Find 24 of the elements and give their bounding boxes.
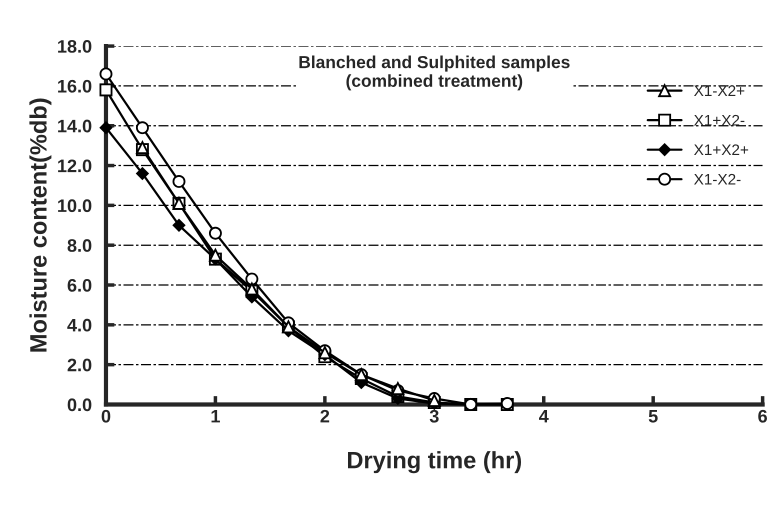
y-tick-label: 14.0 xyxy=(58,120,92,132)
x-tick-label: 5 xyxy=(648,410,658,423)
text: Blanched and Sulphited samples (combined treatment) xyxy=(299,55,570,90)
x-tick-label: 0 xyxy=(102,410,110,423)
x-axis-title: Drying time (hr) xyxy=(348,451,522,474)
y-tick-label: 10.0 xyxy=(58,199,92,212)
y-tick-label: 0.0 xyxy=(68,398,92,412)
legend-label: X1-X2+ xyxy=(694,85,744,96)
legend-label: X1-X2- xyxy=(694,174,741,185)
legend-label: X1+X2+ xyxy=(694,144,748,156)
y-tick-label: 2.0 xyxy=(68,358,92,372)
y-tick-label: 16.0 xyxy=(58,80,92,93)
x-tick-label: 6 xyxy=(758,410,767,423)
y-tick-label: 6.0 xyxy=(68,278,92,292)
y-tick-label: 18.0 xyxy=(58,40,92,53)
x-tick-label: 2 xyxy=(320,410,330,422)
y-tick-label: 8.0 xyxy=(68,239,92,252)
x-tick-label: 3 xyxy=(430,410,439,423)
y-axis-title: Moisture content(%db) xyxy=(29,98,52,352)
x-tick-label: 4 xyxy=(538,410,549,422)
y-tick-label: 4.0 xyxy=(67,318,92,332)
x-tick-label: 1 xyxy=(212,410,220,422)
legend-label: X1+X2- xyxy=(694,114,744,126)
y-tick-label: 12.0 xyxy=(58,159,92,172)
